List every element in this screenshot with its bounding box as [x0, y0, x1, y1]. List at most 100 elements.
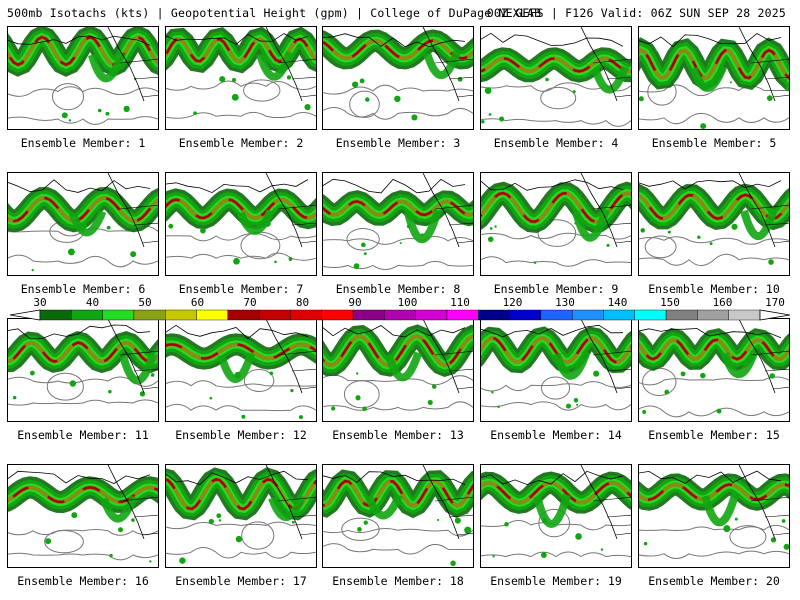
colorbar-swatch [102, 309, 135, 321]
ensemble-map-panel [322, 26, 474, 130]
jet-stream-map [481, 319, 631, 411]
ensemble-map-panel [638, 26, 790, 130]
colorbar-tick-label: 100 [397, 296, 418, 309]
ensemble-member-label: Ensemble Member: 4 [493, 136, 619, 150]
colorbar-swatch [133, 309, 166, 321]
colorbar-swatch [352, 309, 385, 321]
jet-stream-map [166, 173, 316, 265]
colorbar-tick-label: 140 [607, 296, 628, 309]
ensemble-member-label: Ensemble Member: 20 [648, 574, 780, 588]
ensemble-map-panel [322, 172, 474, 276]
colorbar-swatch [196, 309, 229, 321]
jet-stream-map [639, 27, 789, 129]
colorbar-swatch [165, 309, 197, 321]
ensemble-member-label: Ensemble Member: 17 [175, 574, 307, 588]
jet-stream-map [323, 319, 473, 412]
colorbar-tick-label: 50 [138, 296, 152, 309]
colorbar-tick-label: 110 [450, 296, 470, 309]
ensemble-member-label: Ensemble Member: 2 [178, 136, 304, 150]
ensemble-member-label: Ensemble Member: 16 [17, 574, 149, 588]
ensemble-member-label: Ensemble Member: 7 [178, 282, 304, 296]
jet-stream-map [8, 27, 158, 125]
jet-stream-map [481, 27, 631, 127]
ensemble-member-label: Ensemble Member: 14 [490, 428, 622, 442]
jet-stream-map [639, 319, 789, 418]
ensemble-map-panel [480, 318, 632, 422]
colorbar-tick-label: 60 [190, 296, 205, 309]
colorbar-swatch [478, 309, 510, 321]
colorbar-swatch [446, 309, 479, 321]
ensemble-map-panel [7, 318, 159, 422]
colorbar-swatch [540, 309, 573, 321]
jet-stream-map [8, 465, 158, 563]
colorbar-swatch [227, 309, 260, 321]
colorbar-swatch [415, 309, 448, 321]
colorbar-swatch [509, 309, 542, 321]
ensemble-map-panel [638, 318, 790, 422]
colorbar-swatch [290, 309, 322, 321]
ensemble-map-panel [480, 172, 632, 276]
colorbar-swatch [321, 309, 354, 321]
jet-stream-map [481, 465, 631, 558]
ensemble-map-panel [165, 318, 317, 422]
colorbar-swatch [603, 309, 635, 321]
ensemble-map-panel [165, 464, 317, 568]
ensemble-member-label: Ensemble Member: 8 [335, 282, 461, 296]
run-info: 00Z GEFS | F126 Valid: 06Z SUN SEP 28 20… [486, 6, 786, 20]
colorbar-swatch [665, 309, 698, 321]
colorbar-tick-label: 170 [765, 296, 785, 309]
jet-stream-map [8, 173, 158, 272]
jet-stream-map [8, 319, 158, 406]
ensemble-member-label: Ensemble Member: 11 [17, 428, 149, 442]
jet-stream-map [323, 27, 473, 121]
ensemble-map-panel [7, 464, 159, 568]
ensemble-map-panel [322, 464, 474, 568]
page-title: 500mb Isotachs (kts) | Geopotential Heig… [7, 6, 542, 20]
ensemble-member-label: Ensemble Member: 12 [175, 428, 307, 442]
ensemble-map-panel [638, 172, 790, 276]
jet-stream-map [166, 465, 316, 564]
ensemble-member-label: Ensemble Member: 15 [648, 428, 780, 442]
jet-stream-map [166, 27, 316, 119]
ensemble-map-panel [165, 26, 317, 130]
jet-stream-map [639, 465, 789, 559]
colorbar-tick-label: 130 [555, 296, 575, 309]
colorbar-swatch [39, 309, 72, 321]
colorbar-swatch [634, 309, 667, 321]
ensemble-member-label: Ensemble Member: 18 [332, 574, 464, 588]
ensemble-member-label: Ensemble Member: 19 [490, 574, 622, 588]
ensemble-member-label: Ensemble Member: 13 [332, 428, 464, 442]
colorbar-swatch [728, 309, 761, 321]
ensemble-member-label: Ensemble Member: 10 [648, 282, 780, 296]
colorbar-swatch [71, 309, 103, 321]
colorbar-tick-label: 160 [712, 296, 733, 309]
ensemble-map-panel [7, 172, 159, 276]
isotach-colorbar [9, 309, 791, 321]
ensemble-member-label: Ensemble Member: 6 [20, 282, 146, 296]
ensemble-map-panel [322, 318, 474, 422]
jet-stream-map [323, 465, 473, 567]
colorbar-tick-label: 90 [348, 296, 362, 309]
colorbar-swatch [571, 309, 604, 321]
colorbar-tick-label: 80 [295, 296, 310, 309]
colorbar-tick-label: 40 [85, 296, 100, 309]
colorbar-swatch [384, 309, 416, 321]
colorbar-tick-label: 120 [502, 296, 523, 309]
jet-stream-map [639, 173, 789, 267]
colorbar-swatch [258, 309, 291, 321]
ensemble-member-label: Ensemble Member: 1 [20, 136, 146, 150]
colorbar-tick-label: 70 [243, 296, 257, 309]
jet-stream-map [166, 319, 316, 420]
ensemble-map-panel [7, 26, 159, 130]
colorbar-swatch [697, 309, 729, 321]
jet-stream-map [481, 173, 631, 267]
jet-stream-map [323, 173, 473, 270]
ensemble-map-panel [638, 464, 790, 568]
colorbar-labels: 30 40 50 60 70 80 90 100 110 120 130 140 150 160 170 [0, 296, 800, 310]
ensemble-member-label: Ensemble Member: 3 [335, 136, 461, 150]
ensemble-member-label: Ensemble Member: 9 [493, 282, 619, 296]
colorbar-tick-label: 30 [33, 296, 47, 309]
colorbar-tick-label: 150 [660, 296, 680, 309]
ensemble-map-panel [480, 26, 632, 130]
ensemble-map-panel [480, 464, 632, 568]
